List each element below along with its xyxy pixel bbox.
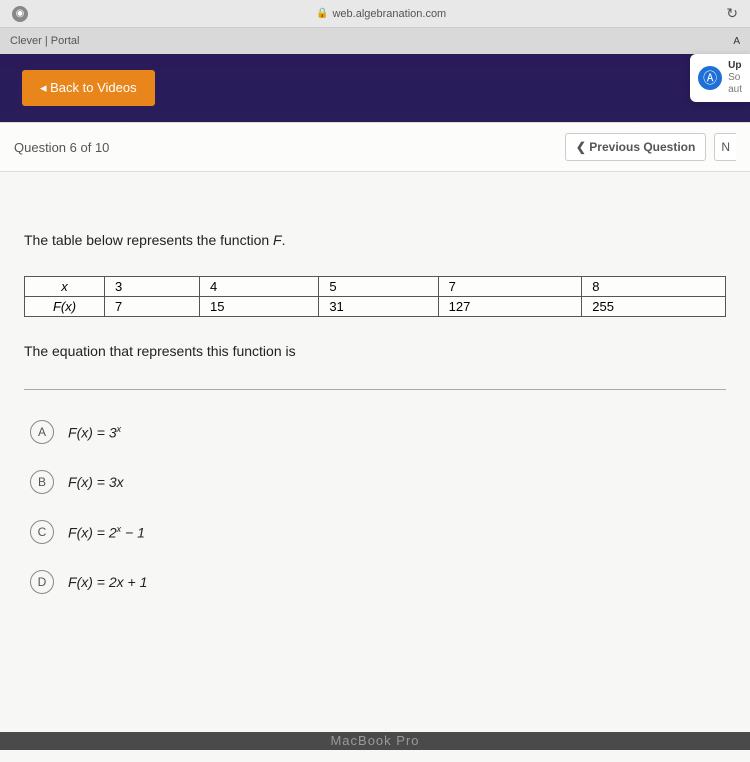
answer-option-b[interactable]: B F(x) = 3x bbox=[30, 470, 726, 494]
app-store-icon: Ⓐ bbox=[698, 66, 722, 90]
url-text: web.algebranation.com bbox=[332, 8, 446, 20]
browser-toolbar: ◉ 🔒 web.algebranation.com ↻ bbox=[0, 0, 750, 28]
address-bar[interactable]: 🔒 web.algebranation.com bbox=[36, 8, 726, 20]
answer-letter: A bbox=[30, 420, 54, 444]
answer-option-a[interactable]: A F(x) = 3x bbox=[30, 420, 726, 444]
tab-title[interactable]: Clever | Portal bbox=[10, 35, 80, 47]
answer-text: F(x) = 3x bbox=[68, 474, 124, 490]
function-table: x 3 4 5 7 8 F(x) 7 15 31 127 255 bbox=[24, 276, 726, 317]
answer-text: F(x) = 3x bbox=[68, 424, 121, 441]
tab-right-label: A bbox=[733, 36, 740, 47]
answer-option-d[interactable]: D F(x) = 2x + 1 bbox=[30, 570, 726, 594]
question-counter: Question 6 of 10 bbox=[14, 140, 109, 155]
browser-tabs: Clever | Portal A bbox=[0, 28, 750, 54]
lock-icon: 🔒 bbox=[316, 8, 328, 19]
previous-question-button[interactable]: ❮ Previous Question bbox=[565, 133, 706, 161]
table-row: x 3 4 5 7 8 bbox=[25, 277, 726, 297]
next-question-button[interactable]: N bbox=[714, 133, 736, 161]
row-label-fx: F(x) bbox=[25, 297, 105, 317]
divider bbox=[24, 389, 726, 390]
question-body: The table below represents the function … bbox=[0, 172, 750, 640]
nav-button[interactable]: ◉ bbox=[12, 6, 28, 22]
answer-letter: B bbox=[30, 470, 54, 494]
device-label: MacBook Pro bbox=[330, 733, 419, 748]
question-header: Question 6 of 10 ❮ Previous Question N bbox=[0, 123, 750, 172]
refresh-icon[interactable]: ↻ bbox=[726, 5, 738, 22]
app-header: Ⓐ Up So aut Back to Videos Question 6 of… bbox=[0, 54, 750, 762]
back-to-videos-button[interactable]: Back to Videos bbox=[22, 70, 155, 106]
table-row: F(x) 7 15 31 127 255 bbox=[25, 297, 726, 317]
question-prompt-2: The equation that represents this functi… bbox=[24, 343, 726, 359]
row-label-x: x bbox=[25, 277, 105, 297]
answer-option-c[interactable]: C F(x) = 2x − 1 bbox=[30, 520, 726, 544]
notification-text: Up So aut bbox=[728, 60, 742, 96]
answer-text: F(x) = 2x + 1 bbox=[68, 574, 147, 590]
content-panel: Question 6 of 10 ❮ Previous Question N T… bbox=[0, 122, 750, 762]
system-notification[interactable]: Ⓐ Up So aut bbox=[690, 54, 750, 102]
question-prompt: The table below represents the function … bbox=[24, 232, 726, 248]
answer-letter: D bbox=[30, 570, 54, 594]
answer-letter: C bbox=[30, 520, 54, 544]
answer-text: F(x) = 2x − 1 bbox=[68, 524, 145, 541]
answer-list: A F(x) = 3x B F(x) = 3x C F(x) = 2x − 1 … bbox=[24, 420, 726, 594]
